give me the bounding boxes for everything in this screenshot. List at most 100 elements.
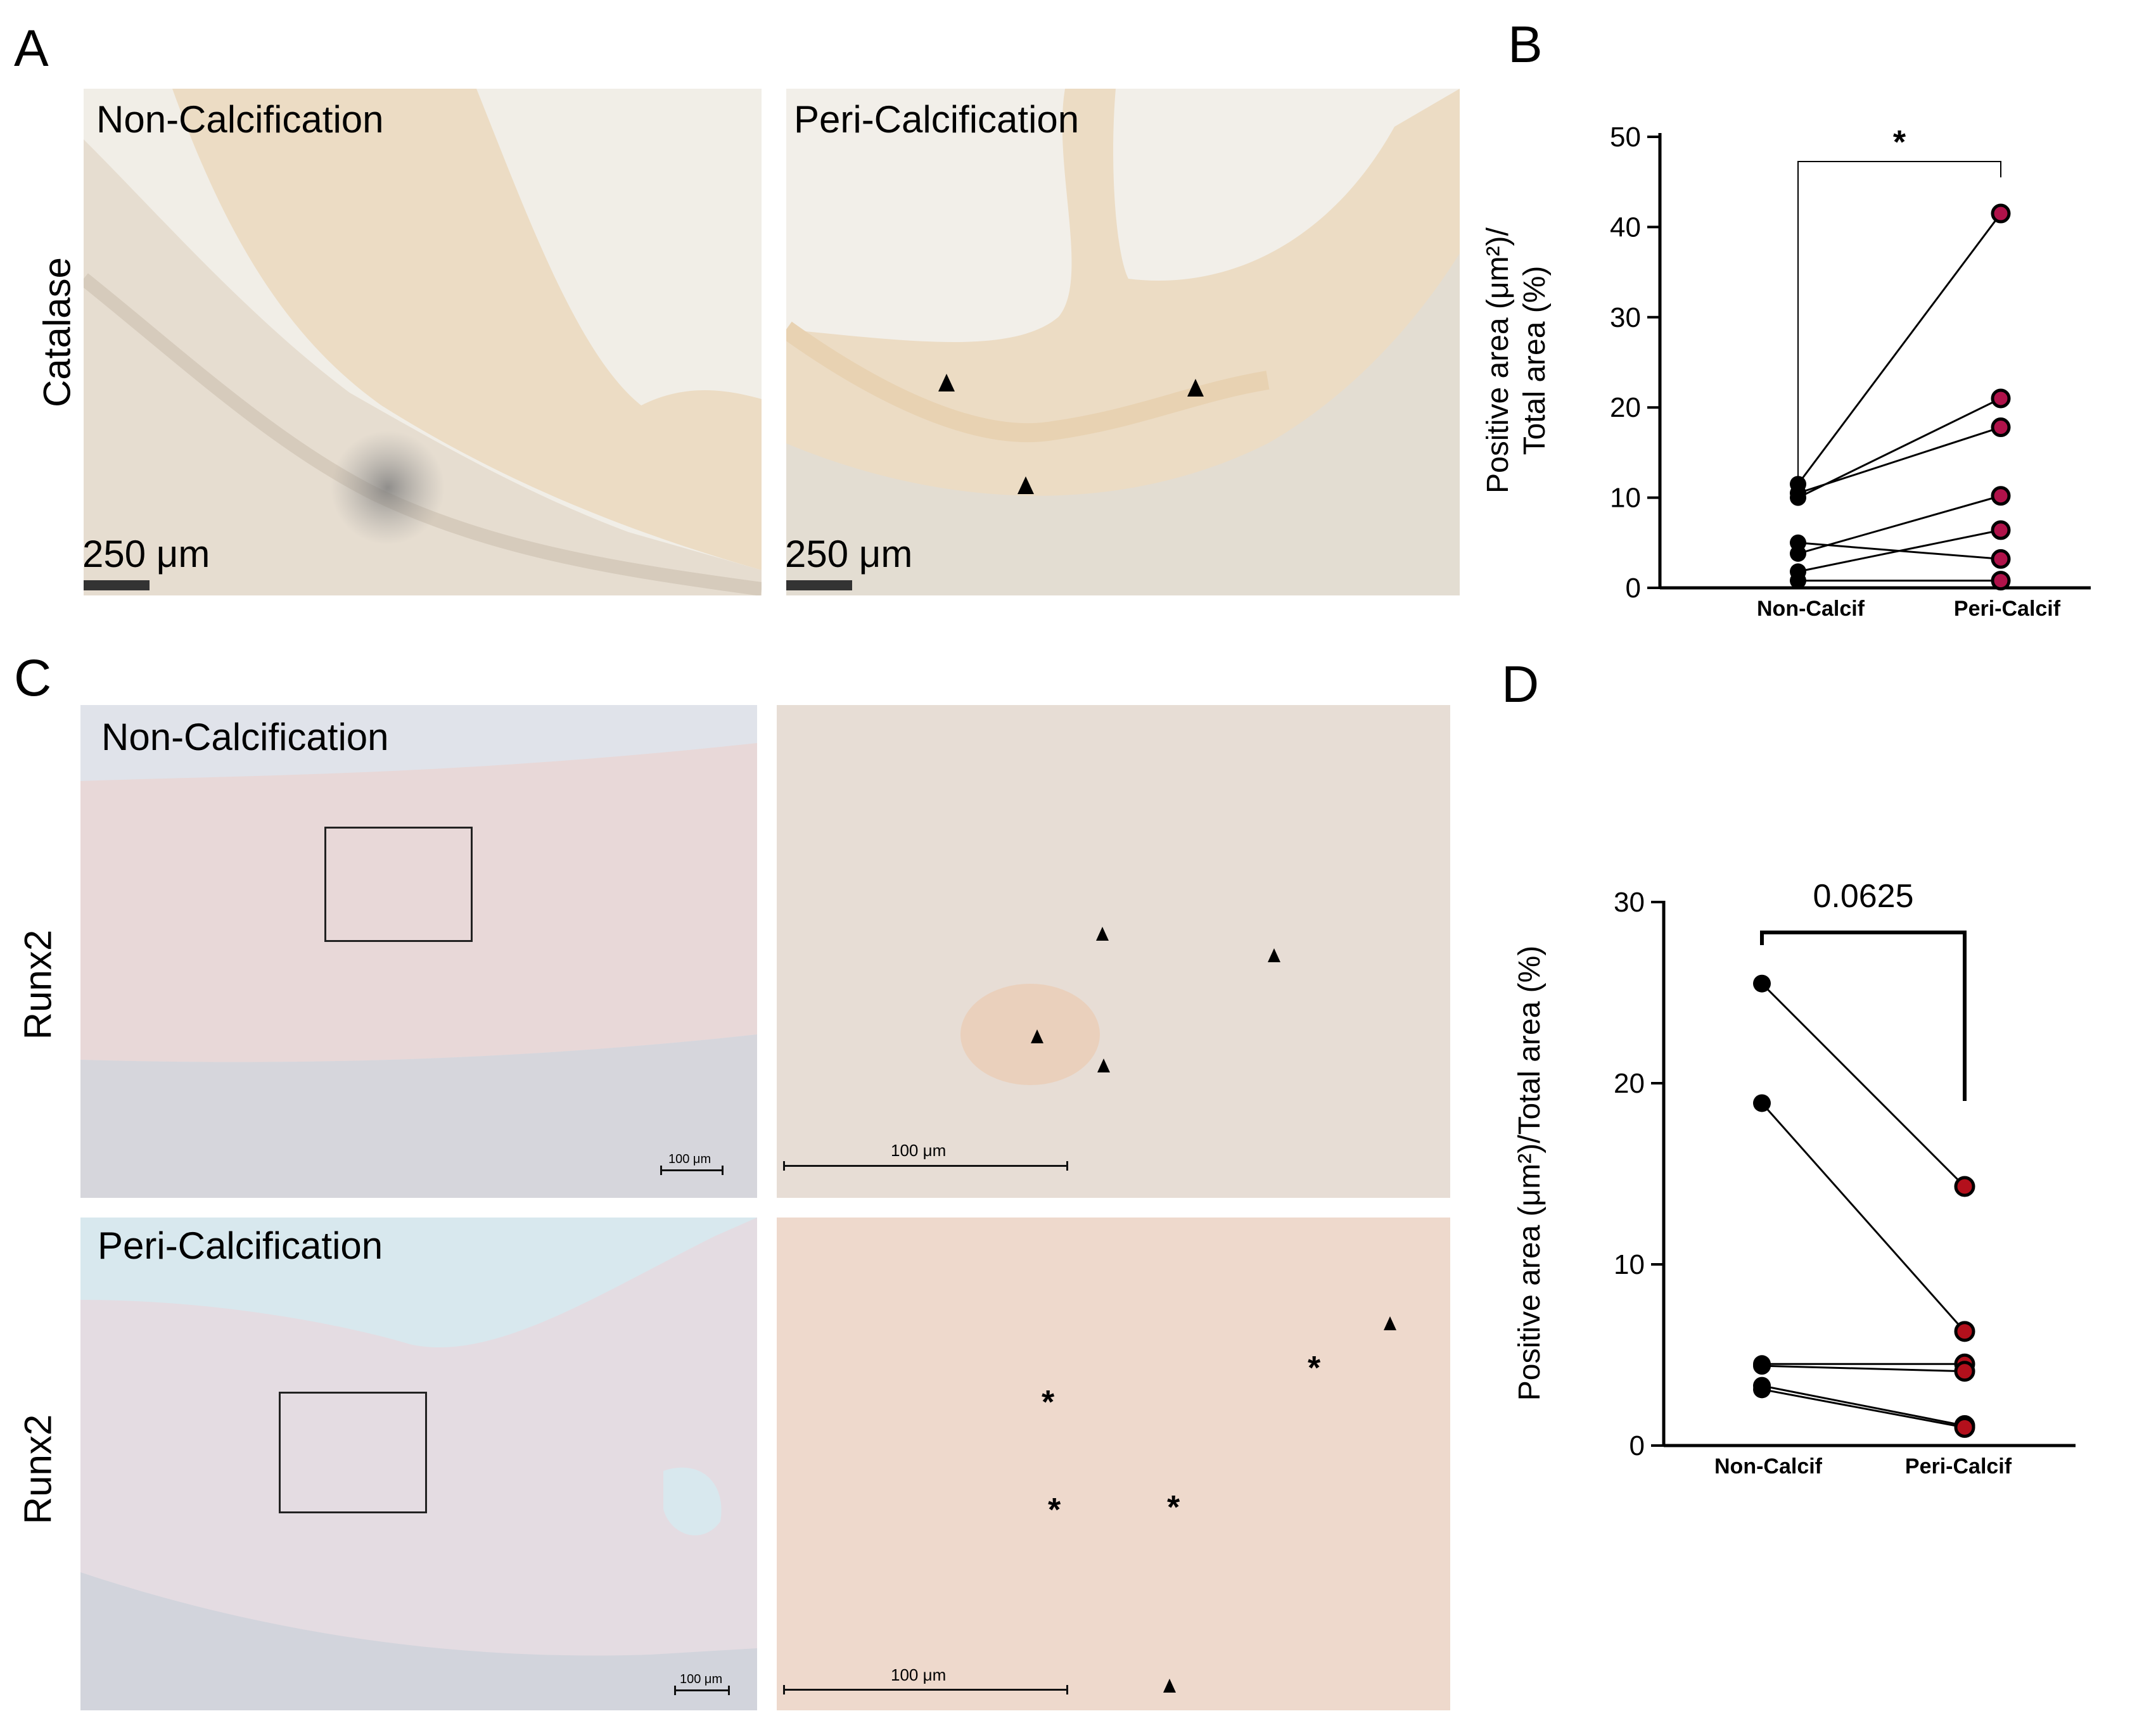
pair-line	[1761, 1388, 1965, 1428]
significance-bracket	[1760, 931, 1967, 1101]
scale-bar-label: 250 μm	[786, 533, 913, 575]
micrograph-runx2-peri-calcification-zoom: * * * * 100 μm	[777, 1218, 1450, 1710]
point-peri-calcif	[1991, 520, 2011, 540]
arrowhead-marker	[1097, 1059, 1110, 1072]
y-axis-label-line2: Total area (%)	[1518, 266, 1552, 455]
panel-letter-d: D	[1502, 656, 1540, 713]
scale-bar-label: 100 μm	[668, 1152, 711, 1166]
point-non-calcif	[1753, 974, 1771, 993]
pair-line	[1761, 982, 1966, 1188]
panel-letter-c: C	[14, 649, 52, 707]
point-non-calcif	[1790, 485, 1806, 502]
arrowhead-marker	[1163, 1679, 1176, 1693]
tissue-illustration	[80, 1218, 757, 1710]
point-non-calcif	[1753, 1094, 1771, 1112]
title-peri-calcification: Peri-Calcification	[98, 1224, 383, 1267]
scale-bar-label: 250 μm	[84, 533, 210, 575]
y-tick-label: 40	[1610, 212, 1641, 243]
y-tick-label: 10	[1610, 483, 1641, 514]
tissue-illustration	[786, 89, 1460, 595]
scale-bar	[660, 1166, 724, 1175]
x-tick-label-peri-calcif: Peri-Calcif	[1905, 1454, 2012, 1478]
zoom-region-box	[279, 1392, 427, 1513]
pair-line	[1797, 426, 2001, 494]
asterisk-marker: *	[1048, 1492, 1061, 1529]
title-peri-calcification: Peri-Calcification	[794, 98, 1080, 141]
scale-bar	[783, 1161, 1068, 1171]
scale-bar	[674, 1686, 730, 1695]
point-non-calcif	[1790, 572, 1806, 589]
panel-letter-a: A	[14, 20, 49, 77]
significance-bracket	[1797, 161, 2001, 500]
point-non-calcif	[1790, 545, 1806, 562]
scale-bar-label: 100 μm	[891, 1665, 947, 1684]
x-tick-label-non-calcif: Non-Calcif	[1714, 1454, 1823, 1478]
pair-line	[1761, 1364, 1965, 1373]
pair-line	[1761, 1102, 1966, 1332]
point-peri-calcif	[1991, 571, 2011, 591]
micrograph-catalase-non-calcification: Non-Calcification 250 μm	[84, 89, 762, 595]
micrograph-catalase-peri-calcification: Peri-Calcification 250 μm	[786, 89, 1460, 595]
y-axis: 0 10 20 30 40 50	[1610, 122, 1662, 604]
y-axis-label-line1: Positive area (μm²)/	[1481, 227, 1515, 493]
point-non-calcif	[1753, 1357, 1771, 1375]
title-non-calcification: Non-Calcification	[96, 98, 384, 141]
point-peri-calcif	[1954, 1361, 1975, 1382]
asterisk-marker: *	[1308, 1350, 1321, 1387]
zoom-region-box	[324, 827, 473, 942]
pair-line	[1797, 495, 2001, 555]
pair-line	[1797, 529, 2001, 573]
scale-bar-label: 100 μm	[680, 1672, 723, 1686]
point-non-calcif	[1753, 1380, 1771, 1399]
micrograph-runx2-non-calcification-zoom: 100 μm	[777, 705, 1450, 1198]
y-tick-label: 30	[1610, 302, 1641, 333]
arrowhead-marker	[1017, 476, 1034, 494]
significance-marker: *	[1893, 124, 1906, 161]
panel-letter-b: B	[1508, 16, 1543, 73]
y-axis: 0 10 20 30	[1614, 887, 1666, 1461]
micrograph-runx2-peri-calcification: Peri-Calcification 100 μm	[80, 1218, 757, 1710]
chart-panel-b: 0 10 20 30 40 50 Positive area (μm²)/ Total a…	[1481, 122, 2091, 621]
tissue-illustration	[777, 1218, 1450, 1710]
y-axis-label: Positive area (μm²)/Total area (%)	[1513, 946, 1547, 1401]
x-tick-label-peri-calcif: Peri-Calcif	[1954, 597, 2061, 621]
y-tick-label: 10	[1614, 1249, 1645, 1280]
arrowhead-marker	[1031, 1029, 1043, 1043]
row-label-runx2-top: Runx2	[16, 929, 60, 1040]
point-peri-calcif	[1954, 1416, 1975, 1438]
scale-bar	[84, 580, 150, 590]
row-label-runx2-bottom: Runx2	[16, 1414, 60, 1525]
pair-line	[1797, 213, 2002, 485]
point-peri-calcif	[1954, 1321, 1975, 1342]
pair-line	[1797, 397, 2001, 499]
scale-bar-label: 100 μm	[891, 1141, 947, 1160]
scale-bar	[786, 580, 852, 590]
arrowhead-marker	[1384, 1316, 1396, 1330]
y-tick-label: 50	[1610, 122, 1641, 153]
tissue-illustration	[80, 705, 757, 1198]
point-peri-calcif	[1991, 388, 2011, 409]
micrograph-runx2-non-calcification: Non-Calcification 100 μm	[80, 705, 757, 1198]
y-tick-label: 20	[1614, 1068, 1645, 1099]
title-non-calcification: Non-Calcification	[101, 716, 389, 758]
x-tick-label-non-calcif: Non-Calcif	[1757, 597, 1865, 621]
arrowhead-marker	[938, 374, 955, 391]
point-peri-calcif	[1954, 1176, 1975, 1197]
arrowhead-marker	[1268, 948, 1280, 962]
arrowhead-marker	[1187, 379, 1204, 397]
y-tick-label: 20	[1610, 392, 1641, 423]
p-value-label: 0.0625	[1813, 878, 1913, 915]
arrowhead-marker	[1096, 927, 1109, 941]
point-peri-calcif	[1991, 486, 2011, 506]
y-tick-label: 30	[1614, 887, 1645, 918]
scale-bar	[783, 1685, 1068, 1694]
y-tick-label: 0	[1630, 1430, 1645, 1461]
tissue-illustration	[84, 89, 762, 595]
point-peri-calcif	[1991, 417, 2011, 438]
row-label-catalase: Catalase	[35, 257, 79, 407]
asterisk-marker: *	[1167, 1489, 1180, 1526]
y-tick-label: 0	[1626, 573, 1641, 604]
chart-panel-d: 0 10 20 30 Positive area (μm²)/Total area (…	[1513, 878, 2076, 1478]
point-peri-calcif	[1991, 203, 2011, 224]
point-peri-calcif	[1991, 549, 2011, 569]
